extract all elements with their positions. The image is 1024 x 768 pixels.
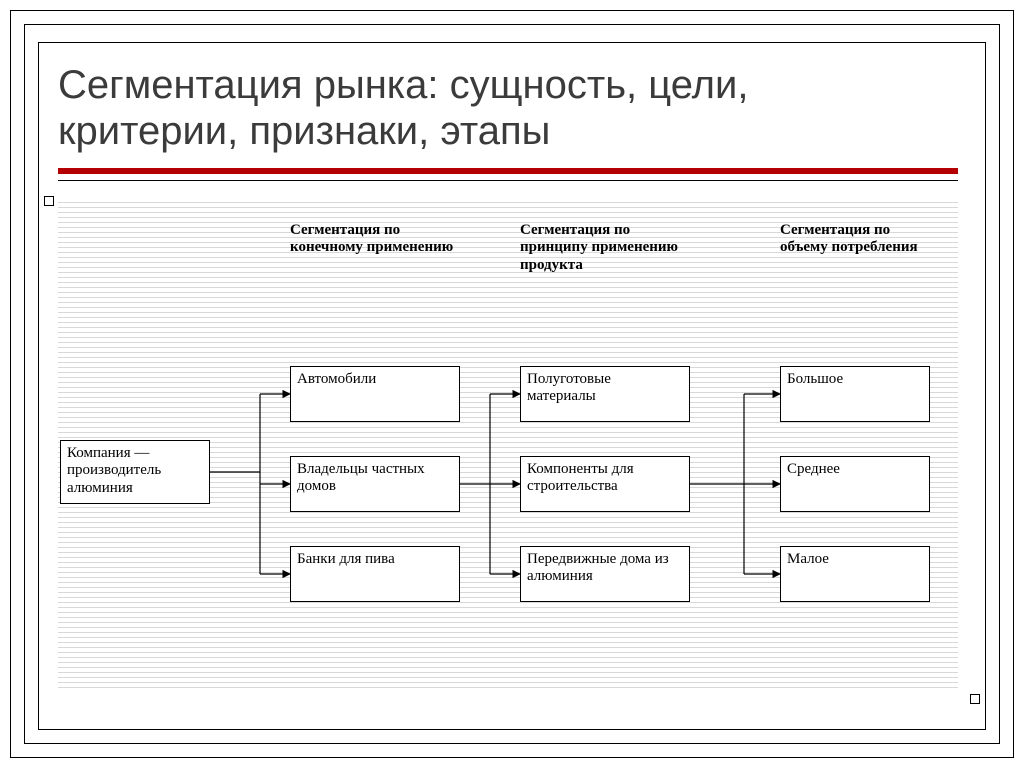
node-c1r2: Владельцы частных домов <box>290 456 460 512</box>
header-col3: Сегментация по объему потребления <box>780 222 940 257</box>
node-c3r1: Большое <box>780 366 930 422</box>
header-col2: Сегментация по принципу применению проду… <box>520 222 690 274</box>
node-c1r3: Банки для пива <box>290 546 460 602</box>
handle-top-left <box>44 196 54 206</box>
title-underline-thin <box>58 180 958 181</box>
node-c2r3: Передвижные дома из алюминия <box>520 546 690 602</box>
handle-bottom-right <box>970 694 980 704</box>
node-c3r2: Среднее <box>780 456 930 512</box>
node-company: Компания — производитель алюминия <box>60 440 210 504</box>
slide-title: Сегментация рынка: сущность, цели, крите… <box>58 62 918 154</box>
node-c1r1: Автомобили <box>290 366 460 422</box>
node-c2r2: Компоненты для строительства <box>520 456 690 512</box>
header-col1: Сегментация по конечному применению <box>290 222 460 257</box>
title-underline-thick <box>58 168 958 174</box>
slide: Сегментация рынка: сущность, цели, крите… <box>0 0 1024 768</box>
node-c2r1: Полуготовые материалы <box>520 366 690 422</box>
node-c3r3: Малое <box>780 546 930 602</box>
